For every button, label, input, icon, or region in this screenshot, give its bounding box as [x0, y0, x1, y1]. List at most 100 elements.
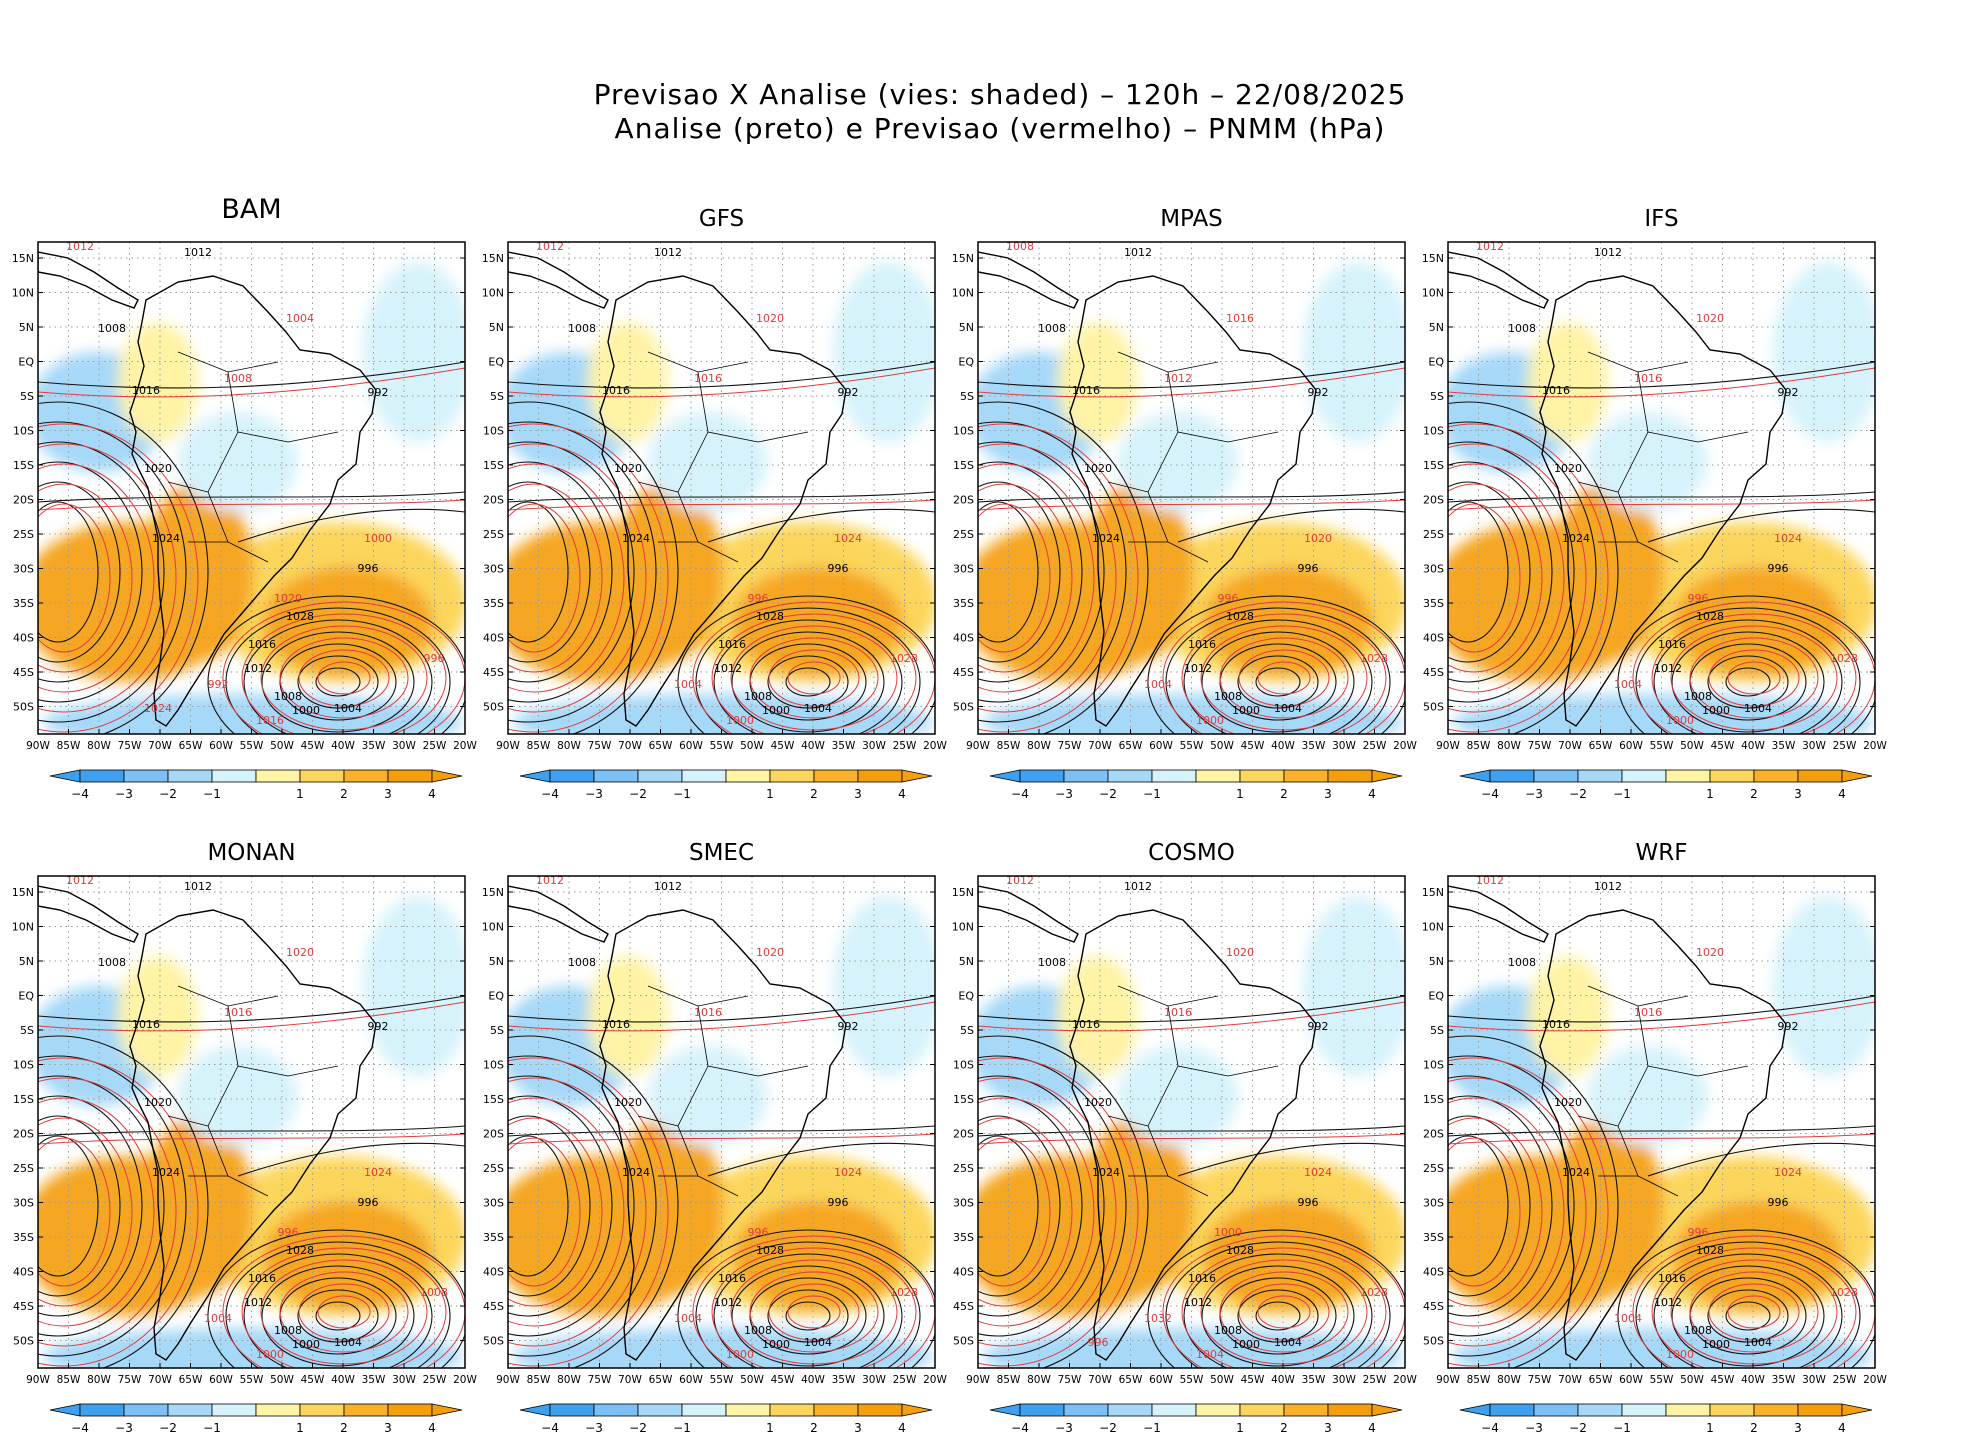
colorbar-segment — [1533, 769, 1579, 783]
forecast-isobars — [38, 1001, 465, 1368]
colorbar-label: −3 — [1055, 787, 1073, 801]
panel-title-bam: BAM — [221, 194, 282, 225]
lat-tick-label: 5N — [1429, 321, 1444, 334]
colorbar-segment — [1709, 769, 1755, 783]
colorbar-label: −2 — [1099, 1421, 1117, 1435]
analysis-isobars — [38, 361, 465, 734]
isobar-label-forecast: 1000 — [256, 1348, 284, 1361]
forecast-isobars — [508, 367, 935, 734]
isobar-label-forecast: 996 — [278, 1226, 299, 1239]
isobar-label-analysis: 1012 — [1124, 246, 1152, 259]
lat-tick-label: 50S — [1423, 1335, 1444, 1348]
isobar-label-analysis: 1020 — [1084, 1096, 1112, 1109]
lon-tick-label: 45W — [771, 1374, 795, 1386]
isobar-label-analysis: 992 — [1778, 1020, 1799, 1033]
colorbar-label: 4 — [1368, 1421, 1376, 1435]
map-bam: 1012 1008 1016 1020 1024 1028 1016 1012 1008 1004… — [12, 241, 477, 752]
isobar-label-analysis: 1008 — [744, 1324, 772, 1337]
isobar-label-analysis: 1012 — [244, 1296, 272, 1309]
lon-tick-label: 85W — [57, 740, 81, 752]
bias-area — [833, 896, 935, 1076]
bias-area — [178, 412, 298, 512]
lat-tick-label: 30S — [1423, 1197, 1444, 1210]
colorbar-label: 3 — [384, 787, 392, 801]
isobar-label-analysis: 1004 — [1744, 702, 1772, 715]
lat-tick-label: 5N — [19, 955, 34, 968]
isobar-label-forecast: 1024 — [1774, 1166, 1802, 1179]
colorbar-label: −1 — [203, 1421, 221, 1435]
isobar-label-analysis: 992 — [838, 386, 859, 399]
bias-area — [1673, 1201, 1843, 1311]
isobar-label-forecast: 1004 — [1144, 678, 1172, 691]
lon-tick-label: 60W — [679, 1374, 703, 1386]
isobar-label-analysis: 1016 — [248, 638, 276, 651]
colorbar-label: −4 — [1011, 1421, 1029, 1435]
colorbar-segment — [1489, 769, 1535, 783]
colorbar-label: 2 — [1280, 1421, 1288, 1435]
isobar-label-analysis: 1016 — [718, 638, 746, 651]
colorbar-segment — [1621, 769, 1667, 783]
isobar-label-analysis: 1028 — [286, 610, 314, 623]
isobar-label-forecast: 1000 — [1666, 1348, 1694, 1361]
colorbar-segment — [1107, 769, 1153, 783]
lat-tick-label: 10N — [1422, 287, 1444, 300]
colorbar-label: 4 — [1838, 787, 1846, 801]
isobar-label-analysis: 996 — [1768, 562, 1789, 575]
isobar-label-forecast: 996 — [1688, 592, 1709, 605]
colorbar-arrow-right — [431, 769, 463, 783]
colorbar-segment — [167, 769, 213, 783]
lat-tick-label: 25S — [483, 528, 504, 541]
isobar-label-forecast: 1000 — [1666, 714, 1694, 727]
lat-tick-label: 45S — [953, 666, 974, 679]
isobar-label-forecast: 1004 — [204, 1312, 232, 1325]
isobar-label-analysis: 1008 — [1214, 690, 1242, 703]
bias-area — [1453, 694, 1873, 734]
lon-tick-label: 30W — [392, 1374, 416, 1386]
lat-tick-label: 5S — [490, 1024, 504, 1037]
lat-tick-label: 10S — [13, 425, 34, 438]
colorbar-label: 4 — [898, 787, 906, 801]
lat-tick-label: 40S — [953, 632, 974, 645]
colorbar-segment — [1283, 769, 1329, 783]
lon-tick-label: 75W — [1528, 740, 1552, 752]
isobar-label-forecast: 1020 — [1696, 312, 1724, 325]
panel-title-monan: MONAN — [207, 840, 296, 866]
lat-tick-label: 15N — [482, 886, 504, 899]
colorbar-label: −1 — [1143, 1421, 1161, 1435]
lat-tick-label: 45S — [1423, 1300, 1444, 1313]
colorbar-arrow-left — [519, 1403, 551, 1417]
lon-tick-label: 75W — [588, 1374, 612, 1386]
bias-area — [43, 694, 463, 734]
colorbar-label: 2 — [1750, 1421, 1758, 1435]
colorbar-arrow-right — [1841, 1403, 1873, 1417]
isobar-label-analysis: 1024 — [1092, 532, 1120, 545]
colorbar-label: 2 — [1280, 787, 1288, 801]
isobar-label-analysis: 1024 — [1562, 532, 1590, 545]
colorbar-segment — [769, 769, 815, 783]
isobar-label-analysis: 1016 — [1188, 638, 1216, 651]
title-line-2: Analise (preto) e Previsao (vermelho) – … — [614, 112, 1386, 145]
isobar-label-analysis: 1028 — [286, 1244, 314, 1257]
colorbar-label: 2 — [1750, 787, 1758, 801]
lat-tick-label: 35S — [1423, 597, 1444, 610]
lon-tick-label: 80W — [1497, 740, 1521, 752]
bias-area — [648, 412, 768, 512]
lat-tick-label: 30S — [13, 563, 34, 576]
panel-title-mpas: MPAS — [1160, 206, 1223, 232]
colorbar-label: 3 — [1794, 1421, 1802, 1435]
lon-tick-label: 40W — [1741, 1374, 1765, 1386]
isobar-label-forecast: 1000 — [1196, 714, 1224, 727]
lon-tick-label: 50W — [270, 740, 294, 752]
isobar-label-analysis: 1012 — [654, 246, 682, 259]
lon-tick-label: 80W — [87, 1374, 111, 1386]
title-line-1: Previsao X Analise (vies: shaded) – 120h… — [593, 78, 1407, 111]
isobar-label-analysis: 1028 — [756, 1244, 784, 1257]
colorbar-segment — [1753, 769, 1799, 783]
lat-tick-label: 15N — [12, 252, 34, 265]
isobar-label-analysis: 1024 — [152, 532, 180, 545]
isobar-label-analysis: 1008 — [1038, 956, 1066, 969]
colorbar-arrow-right — [431, 1403, 463, 1417]
isobar-label-analysis: 1004 — [334, 1336, 362, 1349]
lon-tick-label: 30W — [862, 740, 886, 752]
lon-tick-label: 75W — [118, 740, 142, 752]
